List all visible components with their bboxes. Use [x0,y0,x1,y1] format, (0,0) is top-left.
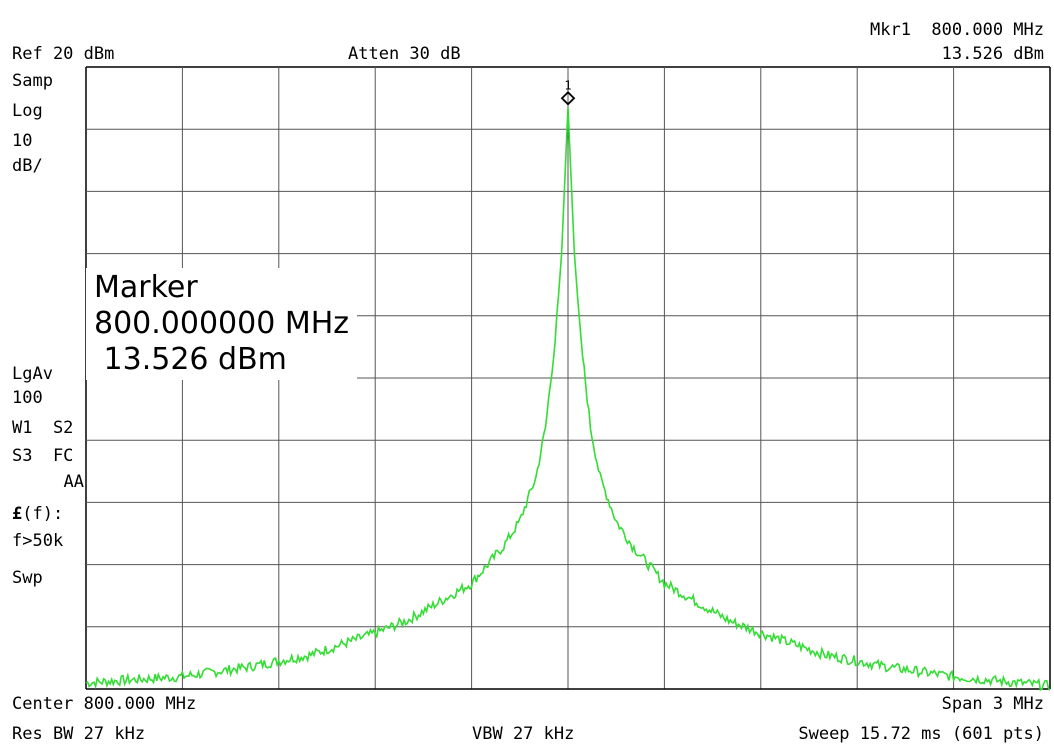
function-text: (f): [22,504,64,524]
trace-status-1: W1 S2 [12,418,74,438]
scale-type-label: Log [12,101,43,121]
marker-info-box: Marker 800.000000 MHz 13.526 dBm [86,268,358,380]
ref-level-label: Ref 20 dBm [12,44,115,64]
scale-value-label: 10 [12,131,33,151]
sweep-time-label: Sweep 15.72 ms (601 pts) [798,724,1044,744]
plot-grid [85,66,1051,690]
marker-number: 1 [564,78,571,92]
function-label: £(f): [12,504,63,524]
video-bandwidth-label: VBW 27 kHz [472,724,575,744]
trace-status-3: AA [63,472,84,492]
spectrum-trace [85,107,1051,692]
sweep-mode-label: Swp [12,568,43,588]
marker-diamond [560,90,576,106]
trace-status-2: S3 FC [12,446,74,466]
span-label: Span 3 MHz [941,694,1044,714]
detector-label: Samp [12,71,53,91]
function-symbol: £ [12,504,23,524]
marker-amplitude-readout: 13.526 dBm [941,44,1044,64]
marker-box-title: Marker [94,270,198,305]
marker-box-amplitude: 13.526 dBm [94,342,287,377]
average-count-label: 100 [12,388,43,408]
marker-1: 1 [560,78,576,106]
function-condition-label: f>50k [12,531,64,551]
attenuation-label: Atten 30 dB [348,44,461,64]
marker-box-frequency: 800.000000 MHz [94,306,350,341]
resolution-bandwidth-label: Res BW 27 kHz [12,724,146,744]
average-mode-label: LgAv [12,364,53,384]
scale-unit-label: dB/ [12,156,43,176]
center-frequency-label: Center 800.000 MHz [12,694,197,714]
marker-frequency-readout: Mkr1 800.000 MHz [870,20,1044,40]
